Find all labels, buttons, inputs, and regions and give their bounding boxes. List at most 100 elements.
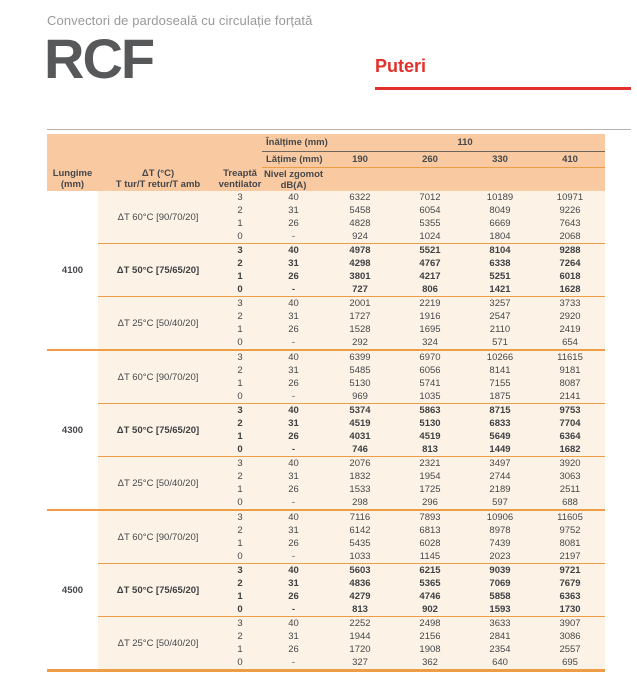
value-cell: 2197 — [535, 550, 606, 564]
treapta-cell: 0 — [218, 603, 262, 617]
zgomot-cell: 26 — [262, 590, 325, 603]
treapta-cell: 2 — [218, 577, 262, 590]
value-cell: 1875 — [465, 390, 535, 404]
value-cell: 902 — [395, 603, 465, 617]
width-label: Lățime (mm) — [262, 151, 325, 168]
value-cell: 4978 — [325, 243, 395, 257]
treapta-cell: 0 — [218, 496, 262, 510]
product-title: RCF — [44, 27, 155, 90]
value-cell: 2419 — [535, 323, 606, 336]
value-cell: 1725 — [395, 483, 465, 496]
value-cell: 7643 — [535, 217, 606, 230]
power-table: Înălțime (mm) 110 Lățime (mm) 190 260 33… — [47, 134, 606, 672]
treapta-cell: 0 — [218, 390, 262, 404]
data-row: 2 31 1944 2156 2841 3086 — [47, 630, 606, 643]
value-cell: 1695 — [395, 323, 465, 336]
zgomot-cell: 31 — [262, 204, 325, 217]
gray-divider — [47, 129, 631, 130]
lungime-cell: 4500 — [47, 509, 98, 671]
data-row: 4100 ΔT 60°C [90/70/20] 3 40 6322 7012 10189 10… — [47, 191, 606, 350]
data-row: ΔT 25°C [50/40/20] 3 40 2252 2498 3633 3907 — [47, 616, 606, 671]
treapta-cell: 0 — [218, 656, 262, 671]
data-row: 0-292 324 571 654 — [47, 336, 606, 350]
data-row: 1 26 5435 6028 7439 8081 — [47, 537, 606, 550]
value-cell: 4519 — [325, 417, 395, 430]
value-cell: 6399 — [325, 349, 395, 364]
zgomot-cell: 31 — [262, 630, 325, 643]
zgomot-cell: 31 — [262, 310, 325, 323]
value-cell: 1916 — [395, 310, 465, 323]
treapta-cell: 2 — [218, 524, 262, 537]
treapta-cell: 0 — [218, 550, 262, 564]
value-cell: 3257 — [465, 296, 535, 310]
value-cell: 6142 — [325, 524, 395, 537]
value-cell: 3497 — [465, 456, 535, 470]
value-cell: 7679 — [535, 577, 606, 590]
data-row: 0-924 1024 1804 2068 — [47, 230, 606, 244]
zgomot-cell: - — [262, 603, 325, 617]
dt-label-cell: ΔT 50°C [75/65/20] — [98, 563, 218, 617]
value-cell: 298 — [325, 496, 395, 510]
value-cell: 324 — [395, 336, 465, 350]
dt-label-cell: ΔT 25°C [50/40/20] — [98, 616, 218, 671]
value-cell: 7069 — [465, 577, 535, 590]
value-cell: 6056 — [395, 364, 465, 377]
value-cell: 2841 — [465, 630, 535, 643]
lungime-cell: 4300 — [47, 349, 98, 510]
data-row: 0-327 362 640 695 — [47, 656, 606, 671]
data-row: 2 31 4519 5130 6833 7704 — [47, 417, 606, 430]
value-cell: 813 — [395, 443, 465, 457]
value-cell: 4836 — [325, 577, 395, 590]
value-cell: 3801 — [325, 270, 395, 283]
width-row: Lățime (mm) 190 260 330 410 — [47, 151, 606, 168]
value-cell: 6018 — [535, 270, 606, 283]
treapta-cell: 0 — [218, 283, 262, 297]
value-cell: 3086 — [535, 630, 606, 643]
value-cell: 746 — [325, 443, 395, 457]
value-cell: 695 — [535, 656, 606, 671]
value-cell: 292 — [325, 336, 395, 350]
data-row: 1 26 4828 5355 6669 7643 — [47, 217, 606, 230]
zgomot-cell: 31 — [262, 364, 325, 377]
treapta-cell: 1 — [218, 323, 262, 336]
data-row: ΔT 50°C [75/65/20] 3 40 5374 5863 8715 9753 — [47, 403, 606, 457]
value-cell: 1528 — [325, 323, 395, 336]
value-cell: 8104 — [465, 243, 535, 257]
data-row: 1 26 5130 5741 7155 8087 — [47, 377, 606, 390]
col-header-zgomot: Nivel zgomot dB(A) — [262, 167, 325, 191]
value-cell: 9753 — [535, 403, 606, 417]
value-cell: 7439 — [465, 537, 535, 550]
value-cell: 6833 — [465, 417, 535, 430]
data-row: 2 31 4298 4767 6338 7264 — [47, 257, 606, 270]
value-cell: 1533 — [325, 483, 395, 496]
value-cell: 2557 — [535, 643, 606, 656]
value-cell: 5365 — [395, 577, 465, 590]
treapta-cell: 3 — [218, 349, 262, 364]
dt-label-cell: ΔT 60°C [90/70/20] — [98, 509, 218, 564]
width-value: 260 — [395, 151, 465, 168]
value-cell: 6322 — [325, 191, 395, 204]
value-cell: 8978 — [465, 524, 535, 537]
value-cell: 6970 — [395, 349, 465, 364]
value-cell: 4217 — [395, 270, 465, 283]
treapta-cell: 1 — [218, 590, 262, 603]
value-cell: 5458 — [325, 204, 395, 217]
data-row: 0-298 296 597 688 — [47, 496, 606, 510]
header-spacer — [325, 167, 606, 191]
value-cell: 2498 — [395, 616, 465, 630]
value-cell: 9752 — [535, 524, 606, 537]
value-cell: 8087 — [535, 377, 606, 390]
value-cell: 2001 — [325, 296, 395, 310]
dt-label-cell: ΔT 25°C [50/40/20] — [98, 296, 218, 350]
value-cell: 11615 — [535, 349, 606, 364]
zgomot-cell: 31 — [262, 417, 325, 430]
value-cell: 6028 — [395, 537, 465, 550]
zgomot-cell: 40 — [262, 509, 325, 524]
data-row: 4500 ΔT 60°C [90/70/20] 3 40 7116 7893 10906 11… — [47, 509, 606, 671]
treapta-cell: 1 — [218, 377, 262, 390]
value-cell: 4519 — [395, 430, 465, 443]
value-cell: 6669 — [465, 217, 535, 230]
value-cell: 327 — [325, 656, 395, 671]
width-value: 330 — [465, 151, 535, 168]
value-cell: 7155 — [465, 377, 535, 390]
